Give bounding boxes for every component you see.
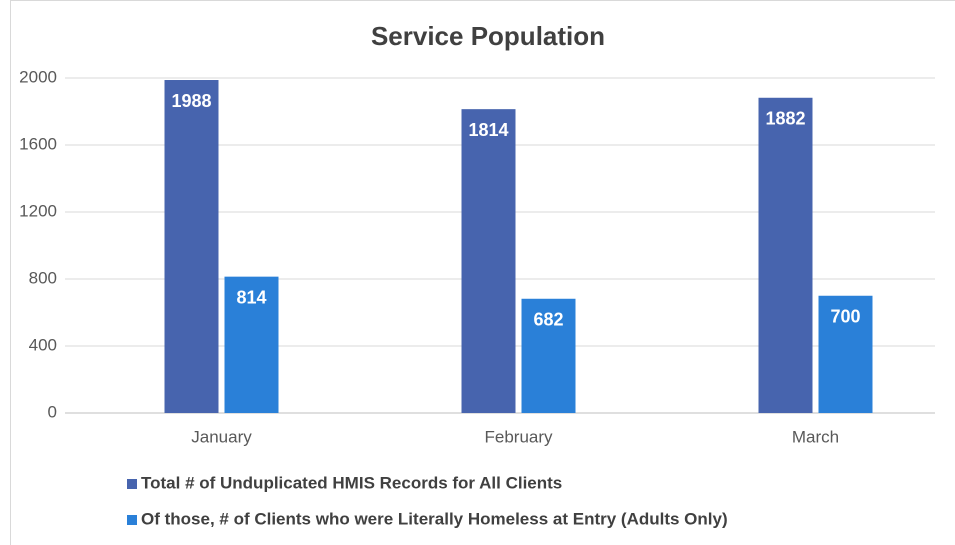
bar [758, 97, 813, 413]
x-tick-label: February [484, 427, 553, 446]
y-tick-label: 1200 [19, 201, 57, 220]
data-label: 814 [236, 287, 266, 307]
chart-title: Service Population [371, 21, 605, 51]
data-label: 1988 [171, 91, 211, 111]
chart-border [10, 0, 955, 545]
data-label: 682 [533, 310, 563, 330]
bar [461, 109, 516, 413]
bar [164, 80, 219, 413]
legend-swatch [127, 479, 137, 489]
x-tick-label: January [191, 427, 252, 446]
x-tick-label: March [792, 427, 839, 446]
y-tick-label: 400 [29, 335, 57, 354]
data-label: 1882 [765, 109, 805, 129]
bar [818, 295, 873, 413]
bar [224, 276, 279, 413]
legend-label: Of those, # of Clients who were Literall… [141, 509, 728, 528]
data-label: 700 [830, 307, 860, 327]
data-label: 1814 [468, 120, 508, 140]
bar [521, 298, 576, 413]
legend-swatch [127, 515, 137, 525]
y-tick-label: 2000 [19, 67, 57, 86]
y-tick-label: 1600 [19, 134, 57, 153]
y-tick-label: 0 [48, 402, 57, 421]
legend-label: Total # of Unduplicated HMIS Records for… [141, 473, 562, 492]
y-tick-label: 800 [29, 268, 57, 287]
